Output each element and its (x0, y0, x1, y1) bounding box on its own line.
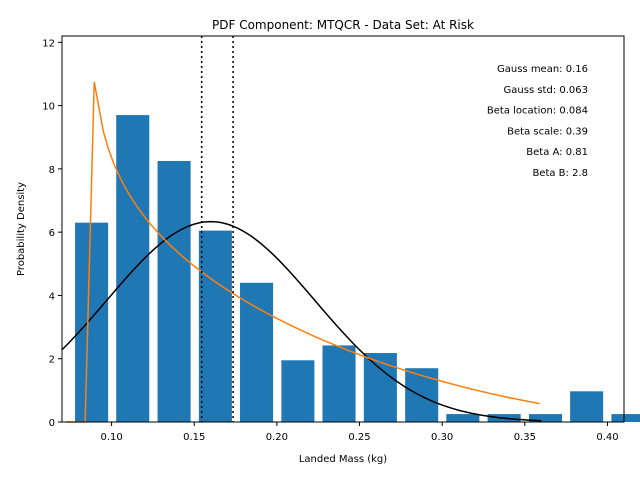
plot-frame (61, 35, 625, 423)
histogram-bar-5 (240, 282, 274, 422)
histogram-bar-14 (611, 414, 640, 422)
histogram-bar-7 (322, 345, 356, 422)
x-tick-label: 0.10 (100, 432, 122, 443)
histogram-bar-12 (528, 414, 563, 422)
x-tick-label: 0.25 (348, 432, 370, 443)
parameter-annotations: Gauss mean: 0.16 Gauss std: 0.063 Beta loc… (487, 64, 588, 179)
histogram-bar-8 (363, 353, 397, 422)
beta-pdf-line (66, 81, 540, 423)
x-tick-label: 0.15 (183, 432, 205, 443)
histogram-bar-10 (446, 414, 480, 422)
annotation-line-4: Beta scale: 0.39 (507, 126, 588, 137)
y-tick-label: 4 (49, 291, 55, 302)
x-tick-label: 0.40 (596, 432, 618, 443)
annotation-line-3: Beta location: 0.084 (487, 106, 588, 117)
annotation-line-6: Beta B: 2.8 (532, 168, 588, 179)
gaussian-pdf-line (61, 220, 542, 422)
x-tick-label: 0.30 (431, 432, 453, 443)
histogram-bars (75, 115, 640, 423)
histogram-bar-2 (116, 115, 150, 422)
x-axis-ticks: 0.10 0.15 0.20 0.25 0.30 0.35 0.40 (100, 422, 619, 443)
histogram-bar-6 (281, 360, 315, 422)
histogram-bar-9 (405, 368, 439, 422)
y-tick-label: 10 (42, 102, 55, 113)
histogram-bar-1 (75, 222, 109, 422)
x-tick-label: 0.20 (266, 432, 288, 443)
x-tick-label: 0.35 (514, 432, 536, 443)
pdf-curves (61, 81, 542, 423)
histogram-bar-13 (570, 391, 604, 422)
y-tick-label: 8 (49, 165, 55, 176)
histogram-bar-3 (157, 160, 191, 423)
annotation-line-2: Gauss std: 0.063 (504, 85, 588, 96)
annotation-line-5: Beta A: 0.81 (526, 147, 588, 158)
marker-lines (200, 36, 234, 422)
chart-title: PDF Component: MTQCR - Data Set: At Risk (212, 18, 474, 32)
y-tick-label: 12 (42, 38, 55, 49)
histogram-bar-4 (198, 230, 232, 422)
y-tick-label: 2 (49, 355, 55, 366)
y-tick-label: 0 (49, 418, 55, 429)
y-axis-ticks: 0 2 4 6 8 10 12 (42, 38, 62, 429)
y-tick-label: 6 (49, 228, 55, 239)
y-axis-label: Probability Density (16, 182, 27, 276)
annotation-line-1: Gauss mean: 0.16 (497, 64, 588, 75)
x-axis-label: Landed Mass (kg) (299, 454, 387, 465)
